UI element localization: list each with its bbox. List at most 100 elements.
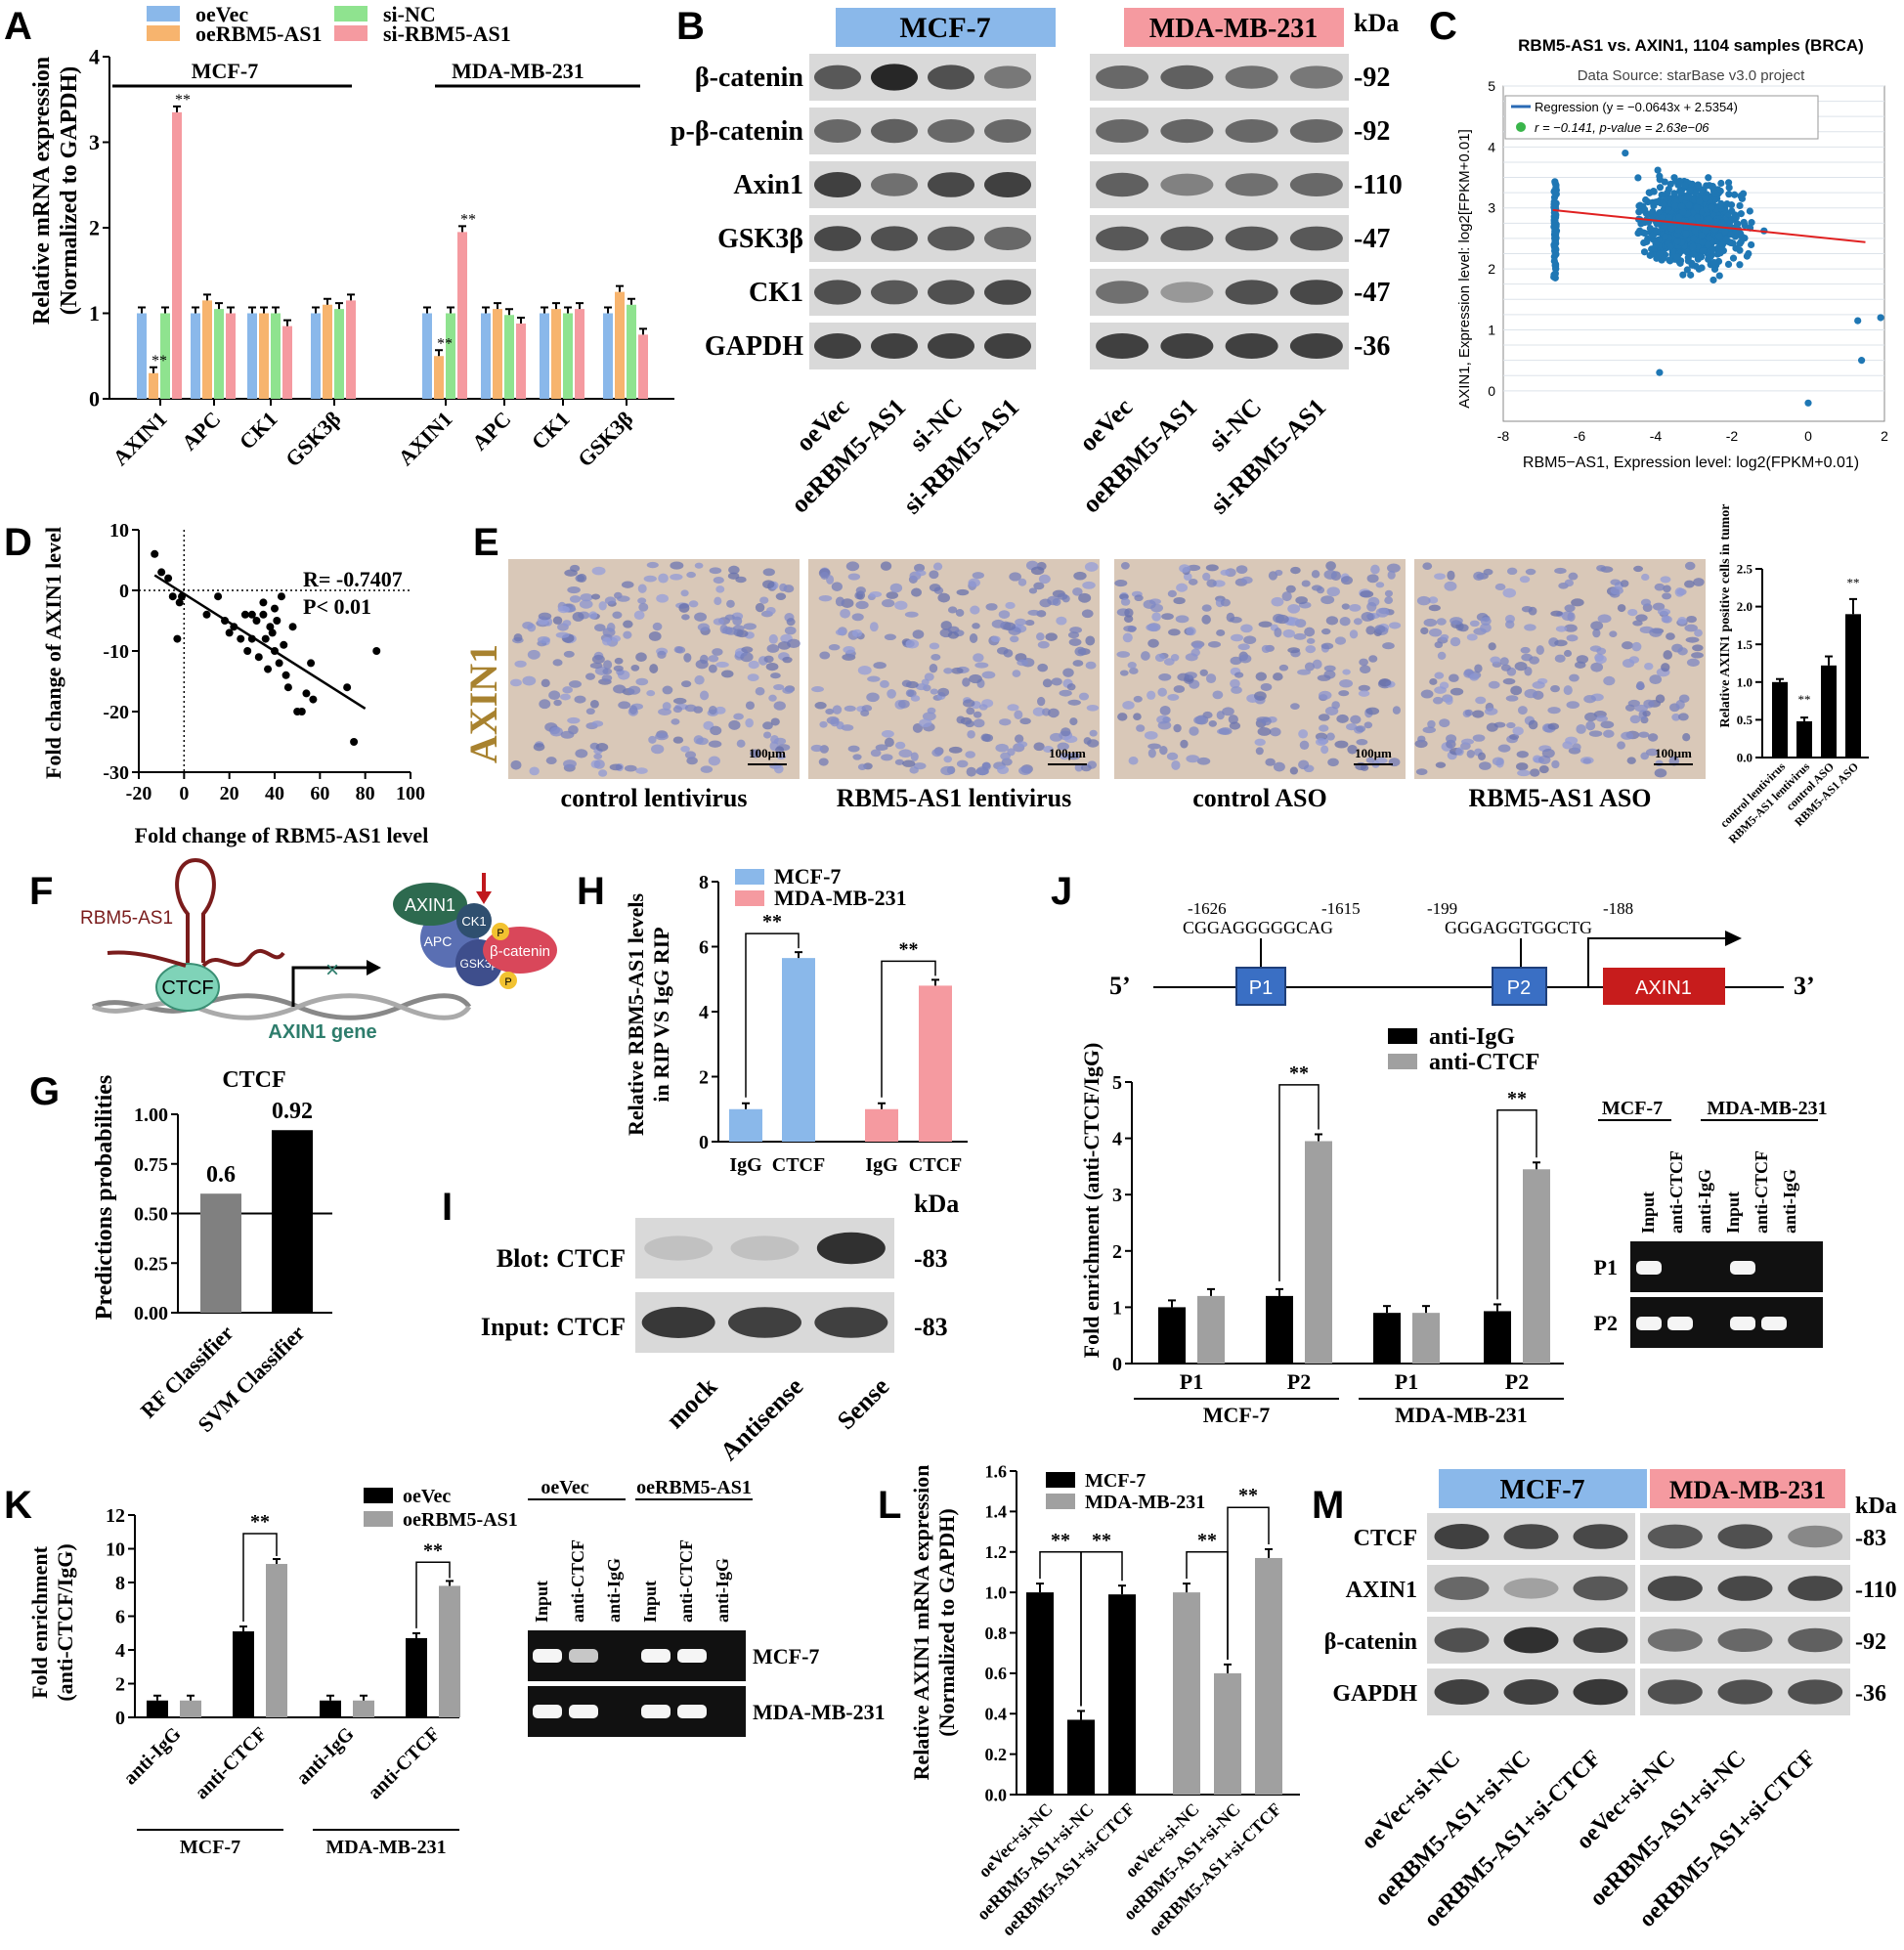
c-point	[1724, 260, 1733, 269]
ihc-nucleus	[1254, 738, 1266, 747]
ihc-nucleus	[1158, 672, 1172, 681]
ihc-nucleus	[1320, 628, 1331, 635]
ihc-nucleus	[714, 706, 726, 715]
ihc-nucleus	[529, 766, 540, 776]
ihc-nucleus	[638, 602, 649, 612]
pos-1615: -1615	[1321, 899, 1361, 918]
ihc-nucleus	[537, 636, 550, 644]
ihc-nucleus	[1661, 663, 1670, 672]
blot-mda-Axin1-band	[1225, 173, 1278, 196]
d-point	[264, 665, 273, 673]
ihc-nucleus	[1384, 589, 1393, 597]
ihc-nucleus	[1649, 628, 1663, 637]
c-xtick: -2	[1726, 428, 1739, 444]
c-point	[1671, 201, 1679, 210]
ihc-nucleus	[773, 701, 786, 711]
ihc-nucleus	[1529, 656, 1540, 665]
ihc-nucleus	[1317, 674, 1331, 681]
d-point	[237, 634, 245, 643]
m-size-CTCF: -83	[1855, 1526, 1886, 1551]
ihc-nucleus	[1068, 638, 1082, 646]
blot-mda-β-catenin-band	[1096, 65, 1149, 89]
ihc-nucleus	[1007, 704, 1019, 712]
ihc-nucleus	[1010, 635, 1019, 643]
ihc-nucleus	[1624, 704, 1635, 712]
ihc-nucleus	[1684, 580, 1695, 588]
panel-j: J -1626 -1615 CGGAGGGGGCAG -199 -188 GGG…	[1051, 870, 1828, 1427]
ihc-nucleus	[997, 765, 1010, 774]
panel-c-xlabel: RBM5−AS1, Expression level: log2(FPKM+0.…	[1523, 455, 1859, 471]
d-point	[350, 738, 359, 746]
ihc-nucleus	[937, 687, 950, 697]
blot-mda-p-β-catenin-band	[1160, 118, 1214, 144]
ihc-nucleus	[1633, 565, 1643, 573]
svg-text:P: P	[504, 976, 511, 988]
c-point	[1661, 222, 1668, 230]
j-xlabel-1: P2	[1287, 1369, 1311, 1394]
ihc-nucleus	[786, 618, 796, 627]
ihc-nucleus	[768, 633, 778, 644]
ihc-nucleus	[1222, 707, 1234, 716]
c-point	[1653, 228, 1661, 236]
ihc-nucleus	[1120, 597, 1131, 606]
panel-j-chart: 0 1 2 3 4 5 P1 P2 P1 P2 ** ** MCF-7 MDA-MB-231	[1112, 1062, 1564, 1427]
ihc-nucleus	[929, 642, 940, 650]
blot-mda-β-catenin-band	[1160, 65, 1214, 90]
ihc-nucleus	[847, 745, 860, 753]
ihc-nucleus	[1030, 566, 1045, 576]
m-label-AXIN1: AXIN1	[1346, 1578, 1417, 1603]
blot-mcf7-GAPDH-band	[928, 333, 974, 359]
ihc-nucleus	[1360, 590, 1374, 598]
ihc-nucleus	[1631, 641, 1642, 652]
ihc-nucleus	[557, 605, 570, 614]
ihc-nucleus	[580, 593, 593, 602]
ihc-nucleus	[965, 751, 976, 758]
ihc-nucleus	[715, 585, 725, 593]
ihc-nucleus	[1144, 731, 1158, 740]
ihc-nucleus	[1449, 673, 1459, 682]
ihc-nucleus	[1647, 733, 1659, 742]
ihc-nucleus	[1488, 642, 1496, 651]
c-ytick: 0	[1488, 383, 1495, 399]
panel-m-kda: kDa	[1855, 1494, 1897, 1519]
ihc-nucleus	[996, 646, 1009, 655]
bar-si-RBM5-AS1-APC	[226, 313, 236, 399]
ihc-nucleus	[630, 665, 640, 672]
ihc-nucleus	[768, 694, 777, 702]
ihc-nucleus	[905, 639, 920, 649]
g-bar-0	[200, 1193, 241, 1313]
ihc-nucleus	[1551, 759, 1560, 769]
ihc-nucleus	[763, 655, 774, 664]
ihc-nucleus	[732, 616, 743, 626]
ihc-nucleus	[1186, 755, 1200, 763]
panel-l-y-tick-label: 0.8	[985, 1624, 1008, 1643]
ihc-nucleus	[1163, 658, 1175, 666]
ihc-nucleus	[1434, 686, 1447, 694]
ihc-nucleus	[1524, 688, 1537, 699]
gel-band	[1730, 1317, 1755, 1330]
blot-mcf7-GSK3β-band	[871, 226, 918, 251]
ihc-nucleus	[1014, 734, 1024, 744]
panel-f-letter: F	[29, 870, 53, 913]
x-label-AXIN1: AXIN1	[108, 407, 171, 470]
ihc-nucleus	[1547, 722, 1560, 730]
ihc-nucleus	[1066, 683, 1076, 691]
d-xtick-label: -20	[126, 783, 152, 804]
ihc-nucleus	[985, 603, 998, 611]
ihc-nucleus	[875, 744, 888, 752]
blot-mcf7-CK1-band	[928, 280, 974, 305]
ihc-nucleus	[1151, 612, 1161, 622]
ihc-nucleus	[688, 600, 699, 608]
ihc-nucleus	[1086, 704, 1100, 712]
m-blot-mda-AXIN1-band	[1647, 1576, 1703, 1601]
ihc-nucleus	[604, 596, 617, 605]
block-x-icon: ×	[325, 957, 339, 983]
ihc-nucleus	[1043, 746, 1054, 754]
panel-j-y-tick-label: 3	[1112, 1185, 1122, 1206]
legend-mcf7: MCF-7	[774, 864, 841, 888]
ihc-nucleus	[943, 668, 953, 674]
c-point	[1699, 246, 1707, 255]
ihc-nucleus	[1420, 627, 1429, 635]
